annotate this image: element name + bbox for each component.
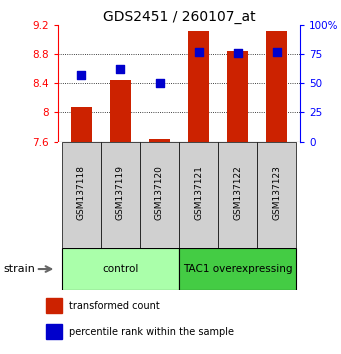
Bar (62, 248, 179, 290)
Bar (188, 30, 209, 142)
FancyBboxPatch shape (140, 142, 179, 248)
Text: GSM137119: GSM137119 (116, 165, 125, 220)
Text: GSM137123: GSM137123 (272, 165, 281, 220)
Bar (179, 248, 296, 290)
Bar (266, 30, 287, 142)
FancyBboxPatch shape (179, 142, 218, 248)
FancyBboxPatch shape (101, 142, 140, 248)
Point (196, 49, 201, 55)
Bar (46, 324, 62, 338)
Title: GDS2451 / 260107_at: GDS2451 / 260107_at (103, 10, 255, 24)
Text: percentile rank within the sample: percentile rank within the sample (70, 327, 234, 337)
Point (235, 50, 240, 56)
Text: strain: strain (3, 264, 35, 274)
Bar (227, 51, 248, 142)
Bar (71, 107, 92, 142)
Text: control: control (102, 264, 139, 274)
FancyBboxPatch shape (62, 142, 101, 248)
Text: GSM137121: GSM137121 (194, 165, 203, 220)
Bar (46, 298, 62, 313)
Point (157, 80, 162, 86)
Text: GSM137122: GSM137122 (233, 165, 242, 220)
FancyBboxPatch shape (257, 142, 296, 248)
Text: transformed count: transformed count (70, 301, 160, 311)
Text: TAC1 overexpressing: TAC1 overexpressing (183, 264, 292, 274)
Bar (149, 139, 170, 142)
Text: GSM137118: GSM137118 (77, 165, 86, 220)
Point (79, 72, 84, 78)
Point (274, 49, 279, 55)
Bar (110, 80, 131, 142)
Text: GSM137120: GSM137120 (155, 165, 164, 220)
FancyBboxPatch shape (218, 142, 257, 248)
Point (118, 66, 123, 72)
